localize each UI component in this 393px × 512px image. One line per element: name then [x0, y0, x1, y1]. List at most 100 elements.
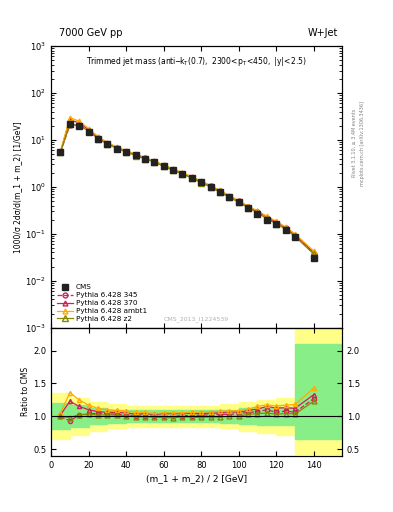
Pythia 6.428 z2 [293, 233, 298, 240]
Pythia 6.428 345 [199, 179, 204, 185]
Pythia 6.428 345 [283, 225, 288, 231]
Pythia 6.428 z2 [105, 141, 110, 147]
Pythia 6.428 ambt1 [227, 193, 232, 199]
CMS [161, 163, 166, 169]
CMS [180, 170, 185, 177]
Pythia 6.428 345 [68, 122, 72, 129]
Pythia 6.428 ambt1 [86, 125, 91, 132]
Pythia 6.428 z2 [114, 145, 119, 152]
CMS [86, 129, 91, 135]
Text: 7000 GeV pp: 7000 GeV pp [59, 28, 123, 38]
Pythia 6.428 ambt1 [124, 147, 129, 154]
Pythia 6.428 z2 [255, 210, 260, 216]
Pythia 6.428 345 [293, 233, 298, 239]
Pythia 6.428 370 [161, 162, 166, 168]
Pythia 6.428 345 [218, 188, 222, 195]
Pythia 6.428 z2 [152, 159, 157, 165]
Pythia 6.428 z2 [274, 221, 279, 227]
Pythia 6.428 370 [171, 166, 175, 172]
Pythia 6.428 370 [293, 232, 298, 238]
Pythia 6.428 345 [171, 167, 175, 173]
Pythia 6.428 ambt1 [208, 182, 213, 188]
Pythia 6.428 ambt1 [293, 231, 298, 237]
CMS [68, 121, 72, 127]
Line: CMS: CMS [58, 121, 316, 261]
Pythia 6.428 370 [143, 155, 147, 161]
Pythia 6.428 370 [311, 249, 316, 255]
Pythia 6.428 345 [124, 148, 129, 155]
Text: mcplots.cern.ch [arXiv:1306.3436]: mcplots.cern.ch [arXiv:1306.3436] [360, 101, 365, 186]
Pythia 6.428 345 [255, 209, 260, 215]
Pythia 6.428 z2 [236, 199, 241, 205]
Pythia 6.428 370 [86, 126, 91, 133]
Pythia 6.428 z2 [95, 136, 100, 142]
Pythia 6.428 345 [133, 152, 138, 158]
Pythia 6.428 370 [264, 214, 269, 220]
Pythia 6.428 ambt1 [255, 208, 260, 214]
CMS [95, 136, 100, 142]
CMS [264, 217, 269, 223]
Text: Rivet 3.1.10, ≥ 3.4M events: Rivet 3.1.10, ≥ 3.4M events [352, 109, 357, 178]
Line: Pythia 6.428 345: Pythia 6.428 345 [58, 123, 316, 256]
CMS [105, 141, 110, 147]
Pythia 6.428 345 [180, 170, 185, 177]
Pythia 6.428 z2 [246, 205, 250, 211]
Pythia 6.428 z2 [189, 175, 194, 181]
CMS [171, 167, 175, 173]
CMS [143, 156, 147, 162]
Pythia 6.428 370 [218, 188, 222, 194]
Pythia 6.428 345 [236, 198, 241, 204]
Pythia 6.428 345 [152, 159, 157, 165]
CMS [133, 152, 138, 158]
CMS [293, 234, 298, 240]
Line: Pythia 6.428 z2: Pythia 6.428 z2 [58, 121, 316, 257]
Pythia 6.428 ambt1 [311, 248, 316, 254]
CMS [218, 189, 222, 195]
Pythia 6.428 370 [236, 198, 241, 204]
Pythia 6.428 z2 [77, 122, 82, 129]
Pythia 6.428 370 [180, 170, 185, 176]
Pythia 6.428 345 [58, 149, 63, 155]
Pythia 6.428 z2 [311, 251, 316, 257]
Pythia 6.428 ambt1 [77, 118, 82, 124]
Pythia 6.428 345 [114, 145, 119, 151]
Pythia 6.428 z2 [58, 149, 63, 155]
Legend: CMS, Pythia 6.428 345, Pythia 6.428 370, Pythia 6.428 ambt1, Pythia 6.428 z2: CMS, Pythia 6.428 345, Pythia 6.428 370,… [55, 282, 149, 324]
Pythia 6.428 ambt1 [180, 169, 185, 176]
Pythia 6.428 ambt1 [199, 178, 204, 184]
Pythia 6.428 z2 [161, 163, 166, 169]
X-axis label: (m_1 + m_2) / 2 [GeV]: (m_1 + m_2) / 2 [GeV] [146, 474, 247, 483]
Pythia 6.428 345 [311, 250, 316, 257]
CMS [152, 159, 157, 165]
Pythia 6.428 370 [133, 152, 138, 158]
Pythia 6.428 ambt1 [189, 174, 194, 180]
Pythia 6.428 ambt1 [274, 218, 279, 224]
Pythia 6.428 345 [189, 175, 194, 181]
Pythia 6.428 z2 [208, 184, 213, 190]
Pythia 6.428 ambt1 [236, 198, 241, 204]
CMS [114, 145, 119, 152]
Pythia 6.428 z2 [124, 149, 129, 155]
Pythia 6.428 ambt1 [161, 162, 166, 168]
Text: CMS_2013_I1224539: CMS_2013_I1224539 [164, 316, 229, 322]
Pythia 6.428 370 [283, 225, 288, 231]
Pythia 6.428 ambt1 [218, 187, 222, 194]
Pythia 6.428 345 [161, 163, 166, 169]
CMS [58, 149, 63, 155]
Pythia 6.428 ambt1 [58, 148, 63, 154]
Pythia 6.428 370 [58, 148, 63, 155]
Pythia 6.428 z2 [143, 156, 147, 162]
Pythia 6.428 345 [264, 215, 269, 221]
Pythia 6.428 ambt1 [152, 158, 157, 164]
Pythia 6.428 370 [255, 208, 260, 215]
CMS [283, 227, 288, 233]
CMS [124, 149, 129, 155]
CMS [189, 175, 194, 181]
Pythia 6.428 345 [77, 122, 82, 129]
Pythia 6.428 ambt1 [143, 154, 147, 160]
CMS [311, 255, 316, 262]
Pythia 6.428 370 [124, 148, 129, 154]
Pythia 6.428 z2 [68, 121, 72, 127]
Pythia 6.428 ambt1 [171, 166, 175, 172]
Pythia 6.428 ambt1 [114, 144, 119, 150]
